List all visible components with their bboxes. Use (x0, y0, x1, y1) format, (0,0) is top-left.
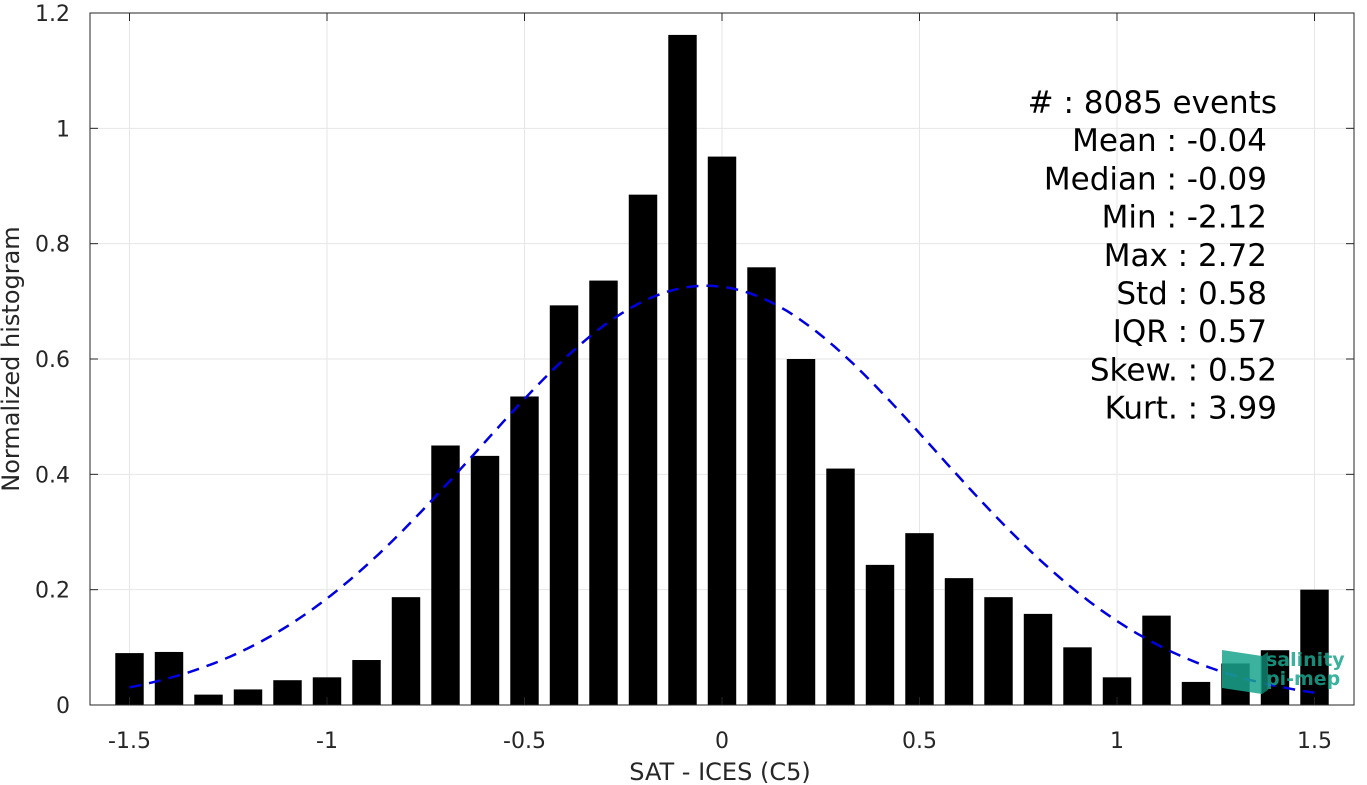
histogram-bar (826, 468, 855, 705)
y-tick-label: 0.6 (35, 348, 70, 373)
y-tick-label: 1.2 (35, 2, 70, 27)
y-tick-label: 1 (56, 117, 70, 142)
histogram-bar (1063, 647, 1092, 705)
logo-line2: pi-mep (1266, 668, 1340, 690)
histogram-bar (865, 564, 895, 705)
histogram-bar (1181, 681, 1211, 705)
histogram-bar (589, 280, 618, 705)
x-tick-label: 1 (1110, 729, 1124, 754)
histogram-bars (115, 34, 1329, 706)
stat-line: Skew. : 0.52 (1090, 352, 1277, 388)
histogram-bar (510, 396, 539, 705)
stat-line: Kurt. : 3.99 (1105, 391, 1277, 427)
histogram-bar (549, 305, 579, 705)
x-tick-label: 0.5 (902, 729, 937, 754)
x-axis-title: SAT - ICES (C5) (629, 758, 810, 785)
histogram-bar (273, 680, 302, 705)
y-tick-label: 0.2 (35, 579, 70, 604)
y-axis-ticks: 0 0.2 0.4 0.6 0.8 1 1.2 (35, 2, 1354, 719)
y-tick-label: 0.8 (35, 233, 70, 258)
histogram-bar (431, 445, 460, 705)
histogram-bar (1023, 613, 1053, 705)
histogram-bar (1300, 589, 1329, 705)
x-tick-label: -0.5 (503, 729, 546, 754)
x-axis-ticks: -1.5 -1 -0.5 0 0.5 1 1.5 (108, 13, 1332, 754)
x-tick-label: -1.5 (108, 729, 151, 754)
stat-line: Std : 0.58 (1116, 276, 1267, 312)
logo-cube-icon (1222, 650, 1262, 694)
y-tick-label: 0 (56, 694, 70, 719)
stat-line: Median : -0.09 (1044, 161, 1267, 197)
histogram-bar (668, 34, 697, 706)
stat-line: Min : -2.12 (1102, 200, 1267, 236)
x-tick-label: -1 (316, 729, 338, 754)
histogram-bar (233, 689, 263, 705)
histogram-bar (944, 578, 974, 705)
histogram-bar (707, 156, 737, 706)
stat-line: # : 8085 events (1028, 85, 1277, 121)
y-axis-title: Normalized histogram (0, 226, 25, 491)
histogram-bar (470, 455, 500, 705)
histogram-bar (352, 660, 381, 705)
histogram-bar (391, 597, 421, 705)
x-tick-label: 1.5 (1297, 729, 1332, 754)
stat-line: Mean : -0.04 (1072, 123, 1267, 159)
stat-line: IQR : 0.57 (1113, 314, 1267, 350)
salinity-pi-mep-logo: salinity pi-mep (1222, 649, 1345, 694)
histogram-bar (747, 267, 776, 705)
y-tick-label: 0.4 (35, 463, 70, 488)
histogram-bar (905, 533, 934, 705)
histogram-bar (628, 194, 658, 705)
logo-line1: salinity (1266, 649, 1345, 671)
histogram-bar (786, 359, 816, 705)
histogram-bar (1142, 615, 1171, 705)
histogram-bar (194, 694, 223, 705)
histogram-bar (115, 653, 144, 705)
histogram-bar (984, 597, 1013, 705)
x-tick-label: 0 (715, 729, 729, 754)
stat-line: Max : 2.72 (1104, 238, 1267, 274)
